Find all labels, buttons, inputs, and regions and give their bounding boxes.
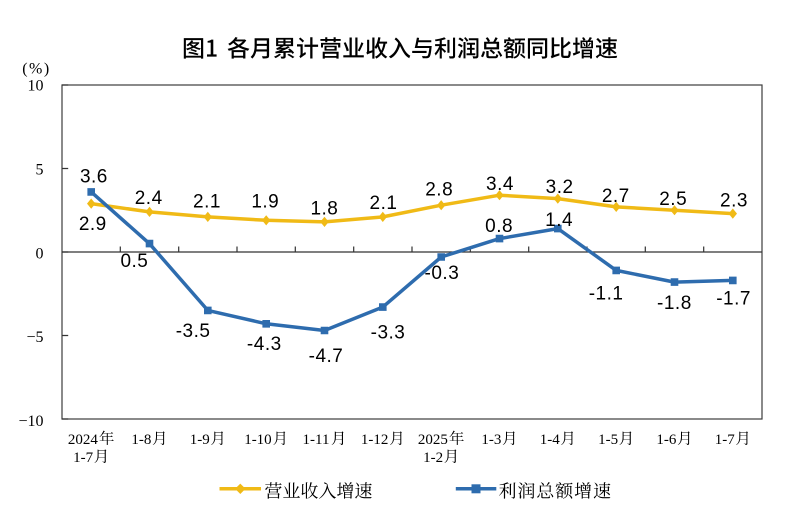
svg-text:2.8: 2.8 xyxy=(425,179,453,200)
svg-text:1.8: 1.8 xyxy=(310,198,338,219)
svg-text:3.4: 3.4 xyxy=(486,174,514,195)
svg-text:0: 0 xyxy=(36,245,44,262)
svg-text:-1.8: -1.8 xyxy=(657,293,692,314)
svg-text:3.6: 3.6 xyxy=(80,166,108,187)
svg-text:-3.3: -3.3 xyxy=(371,323,406,344)
svg-text:-4.7: -4.7 xyxy=(309,346,344,367)
svg-text:1-8: 1-8 xyxy=(131,432,151,448)
svg-text:1.4: 1.4 xyxy=(545,210,573,231)
svg-text:2025: 2025 xyxy=(418,432,448,448)
svg-text:-1.7: -1.7 xyxy=(716,289,751,310)
svg-text:1-11: 1-11 xyxy=(303,432,330,448)
svg-text:2.1: 2.1 xyxy=(370,193,398,214)
svg-text:0.8: 0.8 xyxy=(485,216,513,237)
svg-text:10: 10 xyxy=(28,77,44,94)
svg-text:2.3: 2.3 xyxy=(720,191,748,212)
svg-text:1.9: 1.9 xyxy=(251,191,279,212)
svg-text:−5: −5 xyxy=(26,329,43,346)
svg-text:2.9: 2.9 xyxy=(79,214,107,235)
svg-text:1-2: 1-2 xyxy=(423,450,443,466)
svg-text:1-10: 1-10 xyxy=(244,432,272,448)
svg-text:5: 5 xyxy=(36,161,44,178)
svg-text:2.7: 2.7 xyxy=(602,186,630,207)
svg-text:2024: 2024 xyxy=(68,432,99,448)
svg-text:1-7: 1-7 xyxy=(73,450,93,466)
svg-text:-3.5: -3.5 xyxy=(176,321,211,342)
svg-text:2.4: 2.4 xyxy=(135,188,163,209)
svg-text:-1.1: -1.1 xyxy=(589,284,624,305)
svg-text:1-12: 1-12 xyxy=(361,432,389,448)
svg-text:2.1: 2.1 xyxy=(193,192,221,213)
svg-text:−10: −10 xyxy=(18,413,43,430)
svg-text:1-9: 1-9 xyxy=(190,432,210,448)
svg-text:1-6: 1-6 xyxy=(656,432,676,448)
svg-text:1-4: 1-4 xyxy=(540,432,560,448)
svg-text:1-3: 1-3 xyxy=(481,432,501,448)
svg-text:-0.3: -0.3 xyxy=(425,263,460,284)
svg-text:1-5: 1-5 xyxy=(598,432,618,448)
svg-text:3.2: 3.2 xyxy=(546,177,574,198)
svg-text:1-7: 1-7 xyxy=(715,432,735,448)
svg-text:0.5: 0.5 xyxy=(120,251,148,272)
svg-text:(%): (%) xyxy=(22,61,50,78)
svg-text:2.5: 2.5 xyxy=(659,189,687,210)
svg-text:-4.3: -4.3 xyxy=(247,334,282,355)
